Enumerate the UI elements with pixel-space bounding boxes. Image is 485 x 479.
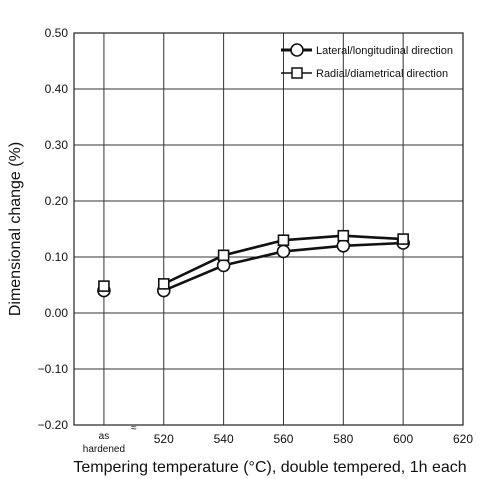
- y-tick-label: −0.10: [38, 362, 69, 376]
- point-square-4: [337, 229, 350, 242]
- axis-break-mark: ≈: [131, 423, 137, 434]
- y-tick-label: 0.30: [45, 138, 69, 152]
- x-tick-label: 620: [453, 432, 473, 446]
- legend-label-radial: Radial/diametrical direction: [316, 68, 448, 80]
- x-tick-label: 580: [333, 432, 353, 446]
- legend: Lateral/longitudinal direction Radial/di…: [281, 43, 453, 80]
- y-tick-label: 0.50: [45, 26, 69, 40]
- point-square-2: [217, 249, 230, 262]
- plot-frame: [73, 32, 464, 426]
- y-axis-ticks: 0.50 0.40 0.30 0.20 0.10 0.00 −0.10 −0.20: [38, 26, 69, 432]
- point-square-1: [157, 278, 170, 290]
- point-square-3: [277, 234, 290, 246]
- y-tick-label: −0.20: [38, 418, 69, 432]
- y-tick-label: 0.20: [45, 194, 69, 208]
- grid: [74, 33, 463, 425]
- y-tick-label: 0.00: [45, 306, 69, 320]
- point-square-0: [98, 280, 110, 292]
- x-tick-label: 600: [393, 432, 413, 446]
- x-tick-label: 560: [273, 432, 293, 446]
- y-axis-title: Dimensional change (%): [7, 142, 24, 316]
- legend-marker-square: [291, 67, 303, 79]
- point-circle-3: [276, 244, 291, 259]
- legend-label-lateral: Lateral/longitudinal direction: [316, 45, 453, 57]
- series-layer: [97, 229, 410, 298]
- as-hardened-label-line2: hardened: [83, 444, 125, 455]
- y-tick-label: 0.10: [45, 250, 69, 264]
- x-axis-title: Tempering temperature (°C), double tempe…: [73, 459, 466, 476]
- as-hardened-label-line1: as: [99, 431, 110, 442]
- point-square-5: [397, 233, 409, 245]
- point-circle-4: [336, 239, 351, 253]
- legend-marker-circle: [290, 43, 304, 57]
- x-axis-ticks: 520 540 560 580 600 620: [154, 432, 474, 446]
- x-tick-label: 520: [154, 432, 174, 446]
- y-tick-label: 0.40: [45, 82, 69, 96]
- x-tick-label: 540: [214, 432, 234, 446]
- point-circle-2: [216, 258, 231, 273]
